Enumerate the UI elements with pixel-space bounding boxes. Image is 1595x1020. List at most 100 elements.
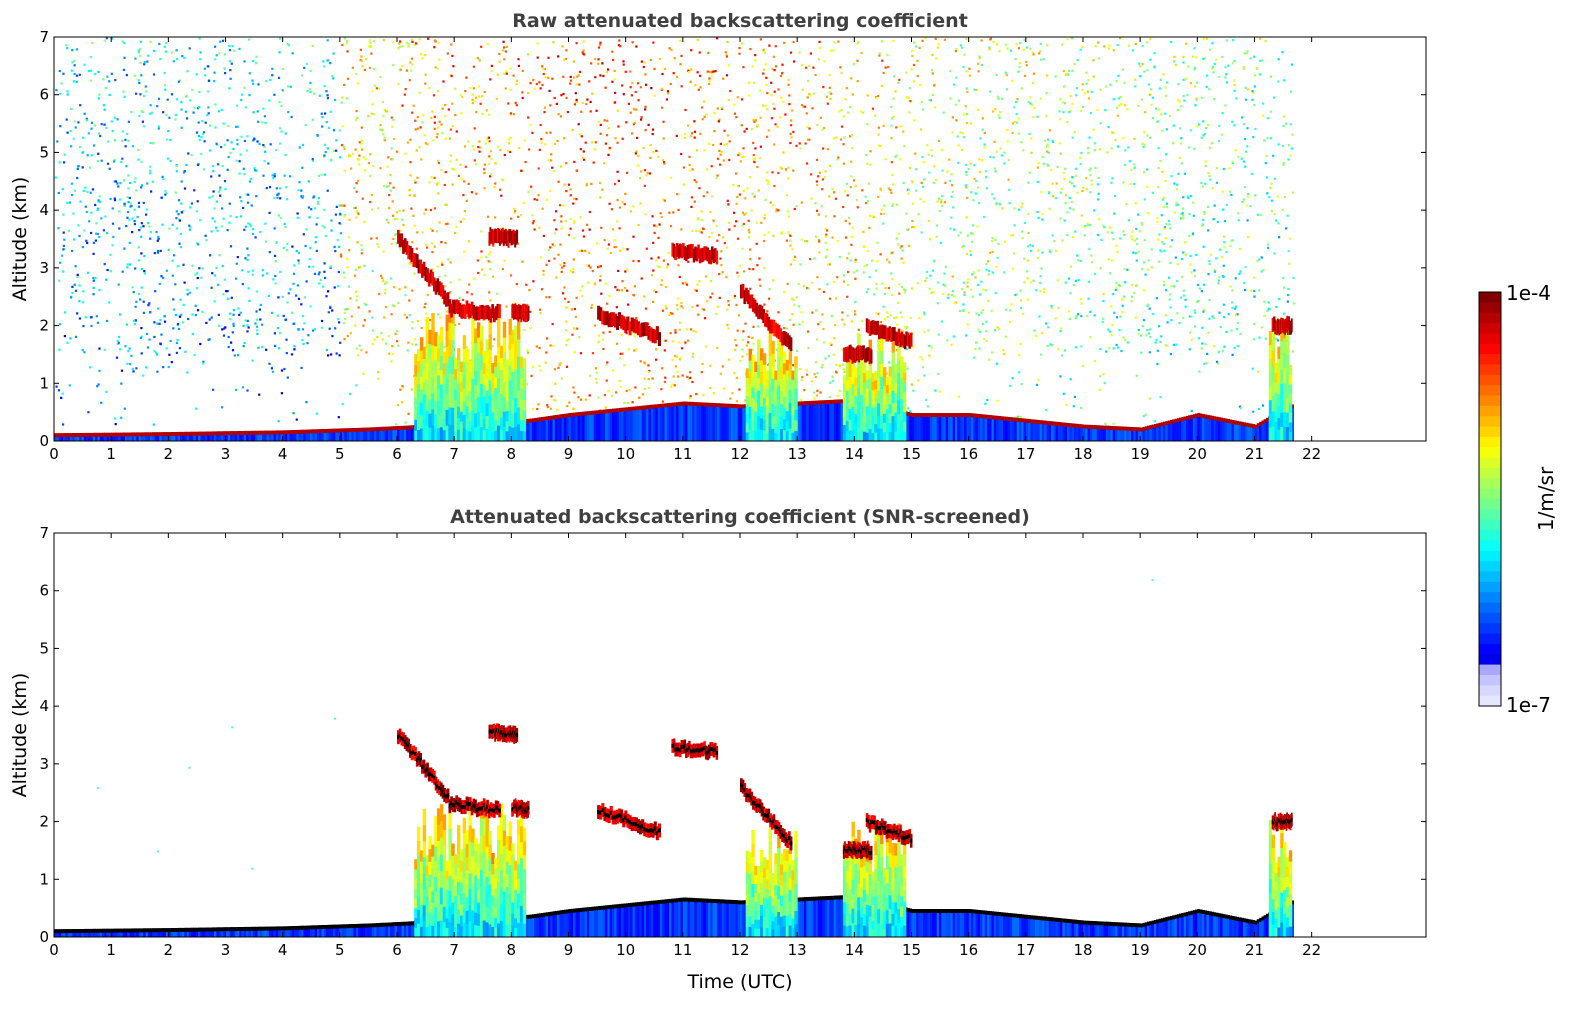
noise-speck (860, 51, 863, 55)
noise-speck (1173, 60, 1176, 63)
noise-speck (90, 127, 93, 130)
noise-speck (590, 182, 593, 185)
noise-speck (665, 285, 668, 289)
noise-speck (540, 138, 543, 141)
noise-speck (312, 196, 315, 199)
noise-speck (530, 185, 533, 188)
noise-speck (1223, 316, 1226, 319)
noise-speck (962, 113, 965, 116)
noise-speck (985, 268, 988, 271)
noise-speck (733, 224, 736, 228)
noise-speck (1231, 120, 1234, 123)
noise-speck (505, 70, 508, 73)
noise-speck (326, 59, 329, 62)
noise-speck (1143, 239, 1146, 242)
noise-speck (555, 102, 558, 105)
noise-speck (908, 87, 911, 90)
noise-speck (938, 197, 941, 200)
noise-speck (617, 125, 620, 128)
noise-speck (163, 315, 166, 318)
noise-speck (734, 348, 737, 351)
noise-speck (157, 235, 160, 238)
noise-speck (643, 387, 646, 391)
noise-speck (114, 180, 118, 183)
noise-speck (367, 162, 371, 165)
noise-speck (512, 207, 515, 210)
noise-speck (969, 250, 972, 253)
noise-speck (557, 253, 560, 256)
noise-speck (920, 101, 923, 104)
noise-speck (1213, 270, 1216, 273)
noise-speck (1146, 134, 1149, 137)
noise-speck (1213, 62, 1216, 65)
noise-speck (716, 174, 719, 177)
noise-speck (405, 69, 409, 72)
noise-speck (927, 219, 930, 223)
noise-speck (1124, 104, 1127, 107)
noise-speck (765, 179, 768, 182)
noise-speck (826, 148, 829, 151)
noise-speck (661, 367, 664, 370)
noise-speck (409, 61, 412, 64)
noise-speck (1173, 55, 1176, 58)
noise-speck (684, 341, 687, 344)
noise-speck (539, 123, 542, 127)
noise-speck (978, 55, 981, 58)
noise-speck (529, 123, 532, 126)
noise-speck (840, 108, 843, 112)
noise-speck (1076, 59, 1079, 62)
noise-speck (690, 132, 694, 135)
noise-speck (1057, 306, 1060, 309)
noise-speck (246, 201, 250, 204)
noise-speck (944, 181, 947, 184)
noise-speck (741, 156, 744, 159)
noise-speck (63, 335, 66, 338)
noise-speck (111, 129, 114, 133)
noise-speck (509, 136, 512, 139)
noise-speck (342, 145, 346, 148)
noise-speck (938, 210, 941, 213)
noise-speck (1134, 43, 1137, 46)
noise-speck (1189, 82, 1193, 85)
noise-speck (1252, 338, 1256, 341)
noise-speck (970, 191, 973, 194)
noise-speck (923, 331, 926, 334)
noise-speck (419, 126, 422, 129)
noise-speck (228, 60, 231, 63)
noise-speck (411, 111, 414, 114)
noise-speck (911, 219, 914, 223)
noise-speck (73, 189, 76, 192)
noise-speck (921, 108, 924, 111)
noise-speck (807, 287, 810, 290)
noise-speck (756, 124, 759, 127)
noise-speck (816, 124, 819, 127)
noise-speck (1215, 181, 1218, 184)
noise-speck (582, 150, 585, 153)
noise-speck (383, 139, 386, 142)
noise-speck (825, 95, 828, 98)
noise-speck (822, 290, 826, 293)
noise-speck (286, 43, 289, 46)
noise-speck (1202, 57, 1205, 60)
noise-speck (590, 303, 594, 307)
noise-speck (431, 251, 434, 254)
noise-speck (118, 210, 121, 213)
noise-speck (84, 316, 87, 319)
bl-cell (86, 434, 89, 441)
noise-speck (578, 83, 581, 86)
noise-speck (1067, 73, 1070, 76)
noise-speck (94, 277, 97, 280)
noise-speck (495, 97, 498, 101)
noise-speck (92, 279, 95, 282)
noise-speck (182, 171, 186, 174)
noise-speck (594, 367, 597, 370)
noise-speck (620, 289, 623, 292)
noise-speck (1227, 64, 1230, 67)
noise-speck (433, 127, 436, 130)
noise-speck (1246, 50, 1249, 53)
noise-speck (726, 308, 729, 311)
noise-speck (882, 124, 885, 127)
noise-speck (483, 273, 486, 276)
noise-speck (626, 401, 630, 405)
bl-cell (211, 433, 215, 441)
